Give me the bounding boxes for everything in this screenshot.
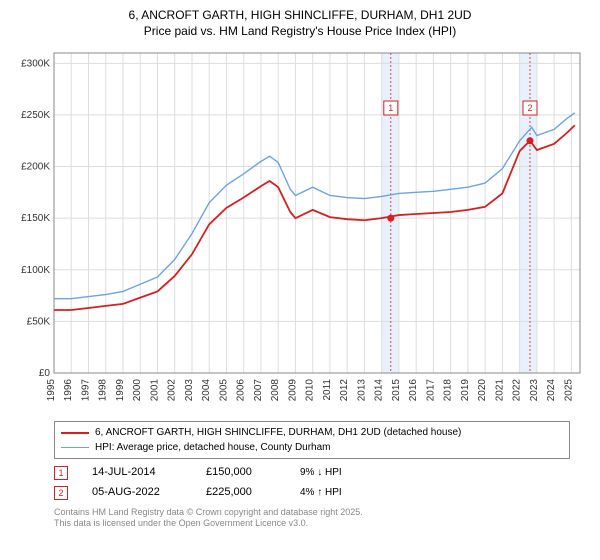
svg-text:2003: 2003 [184, 379, 195, 402]
sale-date: 05-AUG-2022 [92, 483, 182, 503]
chart-plot-area: £0 £50K £100K £150K £200K £250K £300K 1995 1996 1… [10, 45, 590, 415]
sale-marker-icon: 2 [54, 486, 68, 500]
chart-title-line2: Price paid vs. HM Land Registry's House … [10, 24, 590, 40]
legend-row: HPI: Average price, detached house, Coun… [61, 440, 563, 455]
svg-text:2008: 2008 [270, 379, 281, 402]
sale-row: 2 05-AUG-2022 £225,000 4% ↑ HPI [54, 483, 570, 503]
svg-text:£0: £0 [39, 368, 51, 379]
footer-attribution: Contains HM Land Registry data © Crown c… [54, 507, 570, 530]
svg-text:2010: 2010 [305, 379, 316, 402]
sale-price: £225,000 [206, 483, 276, 503]
footer-line1: Contains HM Land Registry data © Crown c… [54, 507, 570, 519]
sale-delta: 9% ↓ HPI [300, 464, 380, 482]
svg-text:£100K: £100K [21, 265, 50, 276]
svg-text:1996: 1996 [63, 379, 74, 402]
svg-text:2004: 2004 [201, 379, 212, 402]
chart-title-block: 6, ANCROFT GARTH, HIGH SHINCLIFFE, DURHA… [10, 8, 590, 39]
legend-swatch [61, 447, 89, 449]
svg-text:2007: 2007 [253, 379, 264, 402]
svg-text:2024: 2024 [546, 379, 557, 402]
svg-text:£150K: £150K [21, 213, 50, 224]
svg-text:2006: 2006 [236, 379, 247, 402]
legend-label: HPI: Average price, detached house, Coun… [95, 440, 331, 455]
svg-text:1995: 1995 [46, 379, 57, 402]
svg-text:2025: 2025 [563, 379, 574, 402]
svg-text:2002: 2002 [167, 379, 178, 402]
legend-swatch [61, 432, 89, 434]
svg-text:2015: 2015 [391, 379, 402, 402]
svg-text:2001: 2001 [149, 379, 160, 402]
svg-text:£250K: £250K [21, 110, 50, 121]
svg-text:2012: 2012 [339, 379, 350, 402]
sale-date: 14-JUL-2014 [92, 463, 182, 483]
svg-text:2017: 2017 [425, 379, 436, 402]
svg-text:2018: 2018 [443, 379, 454, 402]
svg-text:2021: 2021 [494, 379, 505, 402]
svg-text:1998: 1998 [98, 379, 109, 402]
chart-svg: £0 £50K £100K £150K £200K £250K £300K 1995 1996 1… [10, 45, 590, 415]
svg-text:£50K: £50K [27, 317, 51, 328]
sale-delta: 4% ↑ HPI [300, 484, 380, 502]
svg-text:1: 1 [388, 103, 393, 113]
footer-line2: This data is licensed under the Open Gov… [54, 518, 570, 530]
legend-row: 6, ANCROFT GARTH, HIGH SHINCLIFFE, DURHA… [61, 425, 563, 440]
svg-text:2013: 2013 [356, 379, 367, 402]
svg-text:2022: 2022 [512, 379, 523, 402]
svg-text:2005: 2005 [218, 379, 229, 402]
svg-text:1997: 1997 [80, 379, 91, 402]
svg-text:1999: 1999 [115, 379, 126, 402]
sale-price: £150,000 [206, 463, 276, 483]
svg-text:2000: 2000 [132, 379, 143, 402]
svg-text:2019: 2019 [460, 379, 471, 402]
svg-text:2: 2 [527, 103, 532, 113]
svg-text:£300K: £300K [21, 59, 50, 70]
svg-text:2011: 2011 [322, 379, 333, 401]
chart-container: 6, ANCROFT GARTH, HIGH SHINCLIFFE, DURHA… [0, 0, 600, 560]
legend-label: 6, ANCROFT GARTH, HIGH SHINCLIFFE, DURHA… [95, 425, 461, 440]
svg-text:2014: 2014 [374, 379, 385, 402]
svg-text:2020: 2020 [477, 379, 488, 402]
sale-marker-icon: 1 [54, 466, 68, 480]
sale-annotations: 1 14-JUL-2014 £150,000 9% ↓ HPI 2 05-AUG-2022… [54, 463, 570, 503]
legend-box: 6, ANCROFT GARTH, HIGH SHINCLIFFE, DURHA… [54, 421, 570, 459]
svg-text:2023: 2023 [529, 379, 540, 402]
chart-title-line1: 6, ANCROFT GARTH, HIGH SHINCLIFFE, DURHA… [10, 8, 590, 24]
svg-text:£200K: £200K [21, 162, 50, 173]
svg-text:2009: 2009 [287, 379, 298, 402]
sale-row: 1 14-JUL-2014 £150,000 9% ↓ HPI [54, 463, 570, 483]
svg-text:2016: 2016 [408, 379, 419, 402]
